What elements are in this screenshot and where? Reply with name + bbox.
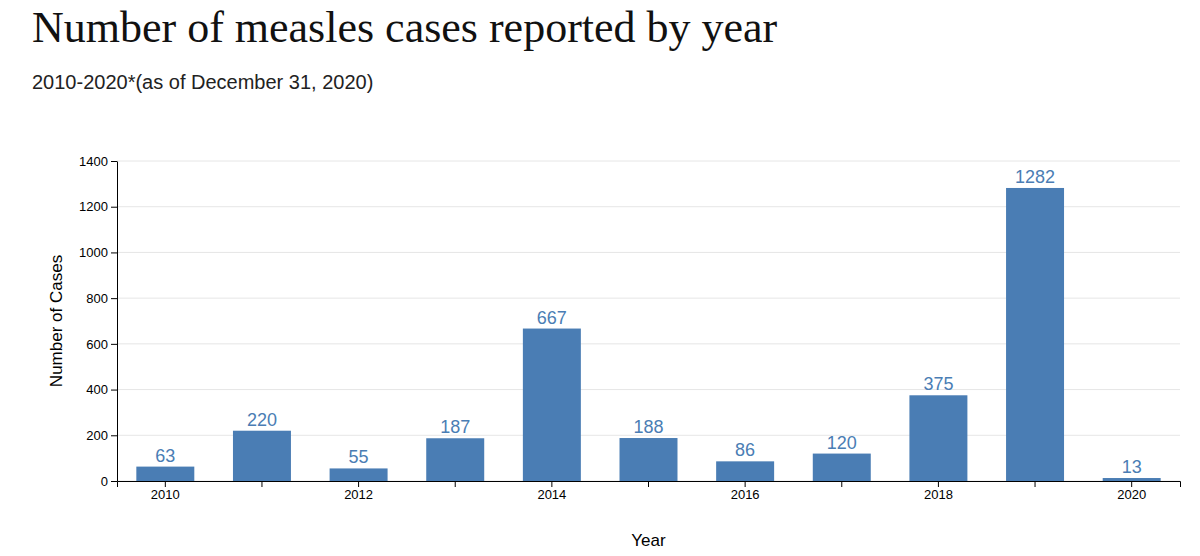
- y-axis-title: Number of Cases: [47, 255, 66, 387]
- y-tick: 400: [86, 382, 117, 397]
- x-tick: 2018: [924, 481, 953, 502]
- x-tick-mark: [358, 481, 359, 487]
- y-axis: 0 200 400 600 800 1000 1200 1400: [79, 154, 117, 489]
- x-tick-label: 2012: [344, 487, 373, 502]
- y-tick-mark: [111, 298, 117, 299]
- bar: [716, 461, 774, 481]
- data-label: 1282: [1015, 167, 1055, 187]
- bar: [426, 438, 484, 481]
- y-tick: 0: [101, 474, 117, 489]
- bar: [136, 467, 194, 481]
- y-tick: 1400: [79, 154, 117, 169]
- x-tick-mark: [648, 481, 649, 487]
- bar: [330, 468, 388, 481]
- data-label: 13: [1122, 457, 1142, 477]
- bar: [813, 454, 871, 481]
- chart: Number of measles cases reported by year…: [0, 0, 1200, 556]
- y-tick-mark: [111, 435, 117, 436]
- data-label: 55: [349, 447, 369, 467]
- y-tick-mark: [111, 481, 117, 482]
- x-tick-label: 2020: [1117, 487, 1146, 502]
- y-tick-mark: [111, 161, 117, 162]
- data-label: 86: [735, 440, 755, 460]
- x-tick: 2010: [151, 481, 180, 502]
- y-tick-label: 600: [86, 337, 108, 352]
- y-tick-mark: [111, 390, 117, 391]
- y-tick: 1200: [79, 199, 117, 214]
- x-tick-label: 2016: [731, 487, 760, 502]
- y-tick-mark: [111, 344, 117, 345]
- x-tick-mark: [551, 481, 552, 487]
- x-tick-mark: [455, 481, 456, 487]
- x-tick-mark: [1035, 481, 1036, 487]
- x-tick: [841, 481, 842, 487]
- x-tick: [1035, 481, 1036, 487]
- bar: [523, 329, 581, 481]
- bar: [1103, 478, 1161, 481]
- plot: 6322055187667188861203751282132010201220…: [79, 154, 1180, 503]
- x-tick: 2020: [1117, 481, 1146, 502]
- x-tick-mark: [165, 481, 166, 487]
- data-label: 375: [923, 374, 953, 394]
- grid: [117, 161, 1180, 481]
- y-tick-label: 800: [86, 291, 108, 306]
- x-tick: 2014: [537, 481, 566, 502]
- y-tick-mark: [111, 207, 117, 208]
- bar: [620, 438, 678, 481]
- bar: [233, 431, 291, 481]
- data-label: 220: [247, 410, 277, 430]
- y-tick-label: 400: [86, 382, 108, 397]
- y-tick-label: 200: [86, 428, 108, 443]
- x-axis-title: Year: [631, 531, 666, 550]
- x-tick-mark: [938, 481, 939, 487]
- subtitle: 2010-2020*(as of December 31, 2020): [32, 71, 373, 93]
- grid-line: [117, 161, 1180, 162]
- x-tick-mark: [261, 481, 262, 487]
- y-tick: 600: [86, 337, 117, 352]
- data-label: 667: [537, 308, 567, 328]
- x-tick: 2012: [344, 481, 373, 502]
- x-tick: [455, 481, 456, 487]
- y-tick-mark: [111, 252, 117, 253]
- x-tick-mark: [1131, 481, 1132, 487]
- y-tick-label: 1000: [79, 245, 108, 260]
- x-tick-mark: [841, 481, 842, 487]
- data-labels: 63 220 55 187 667 188 86 120 375 1282 13: [155, 167, 1141, 477]
- x-tick: [648, 481, 649, 487]
- data-label: 188: [633, 417, 663, 437]
- y-tick-label: 1200: [79, 199, 108, 214]
- data-label: 63: [155, 446, 175, 466]
- y-tick: 1000: [79, 245, 117, 260]
- x-tick-mark: [745, 481, 746, 487]
- y-tick-label: 0: [101, 474, 108, 489]
- y-tick-label: 1400: [79, 154, 108, 169]
- x-tick-label: 2014: [537, 487, 566, 502]
- x-axis-line: [118, 482, 1181, 488]
- x-tick-label: 2018: [924, 487, 953, 502]
- y-tick: 200: [86, 428, 117, 443]
- bar: [909, 395, 967, 481]
- data-label: 120: [827, 433, 857, 453]
- y-tick: 800: [86, 291, 117, 306]
- y-axis-line: [117, 162, 118, 482]
- x-tick: [261, 481, 262, 487]
- bar: [1006, 188, 1064, 481]
- title: Number of measles cases reported by year: [32, 3, 778, 52]
- x-tick: 2016: [731, 481, 760, 502]
- x-tick-label: 2010: [151, 487, 180, 502]
- data-label: 187: [440, 417, 470, 437]
- bars: [136, 188, 1160, 481]
- x-axis: 2010 2012 2014 2016 2018 2020: [118, 481, 1181, 502]
